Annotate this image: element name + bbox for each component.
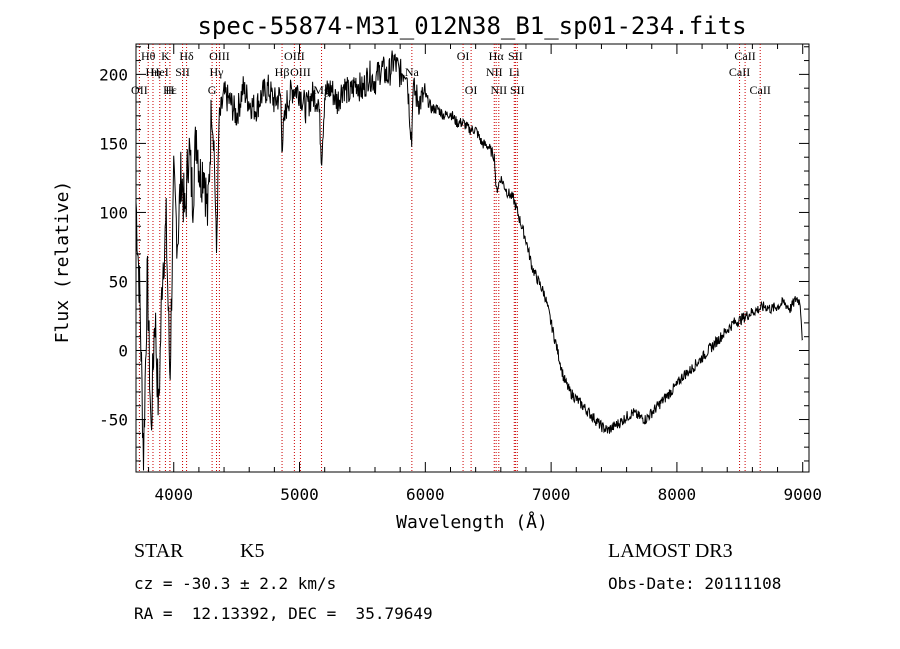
coordinates: RA = 12.13392, DEC = 35.79649 [134, 604, 433, 623]
y-axis-label: Flux (relative) [52, 181, 73, 344]
line-label: OI [457, 49, 470, 63]
spectrum-line [135, 50, 804, 471]
x-tick-label: 4000 [154, 485, 193, 504]
line-label: Hθ [141, 49, 156, 63]
x-tick-label: 8000 [658, 485, 697, 504]
chart-title: spec-55874-M31_012N38_B1_sp01-234.fits [197, 12, 746, 40]
line-label: HeI [151, 65, 169, 79]
redshift-cz: cz = -30.3 ± 2.2 km/s [134, 574, 337, 593]
line-label: H [166, 83, 175, 97]
plot-frame [135, 43, 810, 473]
x-tick-label: 6000 [406, 485, 445, 504]
object-class: STAR [134, 540, 184, 562]
line-label: OIII [290, 65, 311, 79]
x-axis-label: Wavelength (Å) [396, 511, 548, 533]
line-label: SII [175, 65, 190, 79]
line-label: OIII [209, 49, 230, 63]
line-label: NII [486, 65, 503, 79]
line-label: OI [465, 83, 478, 97]
line-label: OIII [284, 49, 305, 63]
y-tick-label: 50 [109, 272, 128, 291]
line-label: NII [490, 83, 507, 97]
line-label: Hβ [275, 65, 290, 79]
line-label: SII [510, 83, 525, 97]
x-tick-label: 9000 [783, 485, 822, 504]
x-tick-label: 7000 [532, 485, 571, 504]
line-label: CaII [750, 83, 771, 97]
object-subclass: K5 [240, 540, 265, 562]
y-tick-label: 150 [99, 134, 128, 153]
y-tick-label: 100 [99, 203, 128, 222]
y-tick-label: 200 [99, 65, 128, 84]
line-label: CaII [729, 65, 750, 79]
line-label: CaII [734, 49, 755, 63]
survey-name: LAMOST DR3 [608, 540, 733, 562]
line-label: Hε [163, 83, 177, 97]
line-label: Li [509, 65, 520, 79]
line-label: Na [405, 65, 420, 79]
observation-date: Obs-Date: 20111108 [608, 574, 782, 593]
line-label: OII [131, 83, 148, 97]
line-label: Hη [146, 65, 161, 79]
line-label: K [161, 49, 170, 63]
x-tick-label: 5000 [280, 485, 319, 504]
line-label: G [208, 83, 217, 97]
y-tick-label: -50 [99, 411, 128, 430]
line-label: Hα [489, 49, 505, 63]
y-tick-label: 0 [118, 342, 128, 361]
line-label: Hγ [210, 65, 225, 79]
line-label: Hδ [179, 49, 194, 63]
line-label: SII [508, 49, 523, 63]
